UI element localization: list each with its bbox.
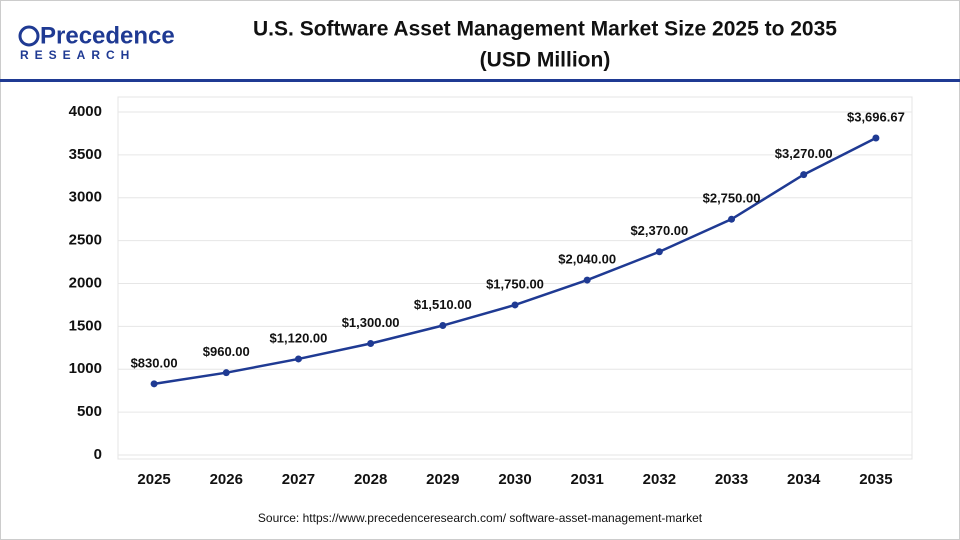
data-point xyxy=(294,355,302,363)
data-point xyxy=(800,171,808,179)
value-label: $2,750.00 xyxy=(703,191,761,206)
y-tick-label: 1000 xyxy=(69,360,102,377)
data-point xyxy=(439,322,447,330)
value-label: $1,510.00 xyxy=(414,297,472,312)
value-label: $3,270.00 xyxy=(775,146,833,161)
value-label: $1,300.00 xyxy=(342,315,400,330)
y-tick-label: 2500 xyxy=(69,232,102,249)
x-tick-label: 2028 xyxy=(354,471,387,488)
logo-name: Precedence xyxy=(40,22,175,49)
x-tick-label: 2033 xyxy=(715,471,748,488)
value-label: $1,750.00 xyxy=(486,276,544,291)
x-tick-label: 2027 xyxy=(282,471,315,488)
plot-area xyxy=(117,96,913,460)
value-label: $3,696.67 xyxy=(847,109,905,124)
value-label: $1,120.00 xyxy=(270,330,328,345)
x-tick-label: 2029 xyxy=(426,471,459,488)
data-point xyxy=(150,380,158,388)
logo-tagline: RESEARCH xyxy=(20,48,135,62)
y-tick-label: 500 xyxy=(77,403,102,420)
x-tick-label: 2035 xyxy=(859,471,892,488)
y-tick-label: 3000 xyxy=(69,189,102,206)
x-tick-label: 2025 xyxy=(137,471,170,488)
x-tick-label: 2032 xyxy=(643,471,676,488)
y-tick-label: 3500 xyxy=(69,146,102,163)
y-tick-label: 4000 xyxy=(69,103,102,120)
data-point xyxy=(728,215,736,223)
x-tick-label: 2031 xyxy=(570,471,603,488)
data-point xyxy=(511,301,519,309)
data-point xyxy=(367,340,375,348)
y-tick-label: 2000 xyxy=(69,274,102,291)
value-label: $2,370.00 xyxy=(630,223,688,238)
logo-mark xyxy=(18,25,40,47)
data-point xyxy=(222,369,230,377)
data-point xyxy=(872,134,880,142)
y-tick-label: 1500 xyxy=(69,317,102,334)
x-tick-label: 2034 xyxy=(787,471,821,488)
source-note: Source: https://www.precedenceresearch.c… xyxy=(258,511,703,525)
value-label: $830.00 xyxy=(131,355,178,370)
data-point xyxy=(583,276,591,284)
y-tick-label: 0 xyxy=(94,446,102,463)
value-label: $2,040.00 xyxy=(558,252,616,267)
x-tick-label: 2030 xyxy=(498,471,531,488)
value-label: $960.00 xyxy=(203,344,250,359)
logo: Precedence RESEARCH xyxy=(18,22,175,62)
header-rule xyxy=(0,79,960,82)
data-point xyxy=(655,248,663,256)
chart-title: U.S. Software Asset Management Market Si… xyxy=(253,18,837,41)
chart-subtitle: (USD Million) xyxy=(480,49,611,72)
x-tick-label: 2026 xyxy=(210,471,243,488)
